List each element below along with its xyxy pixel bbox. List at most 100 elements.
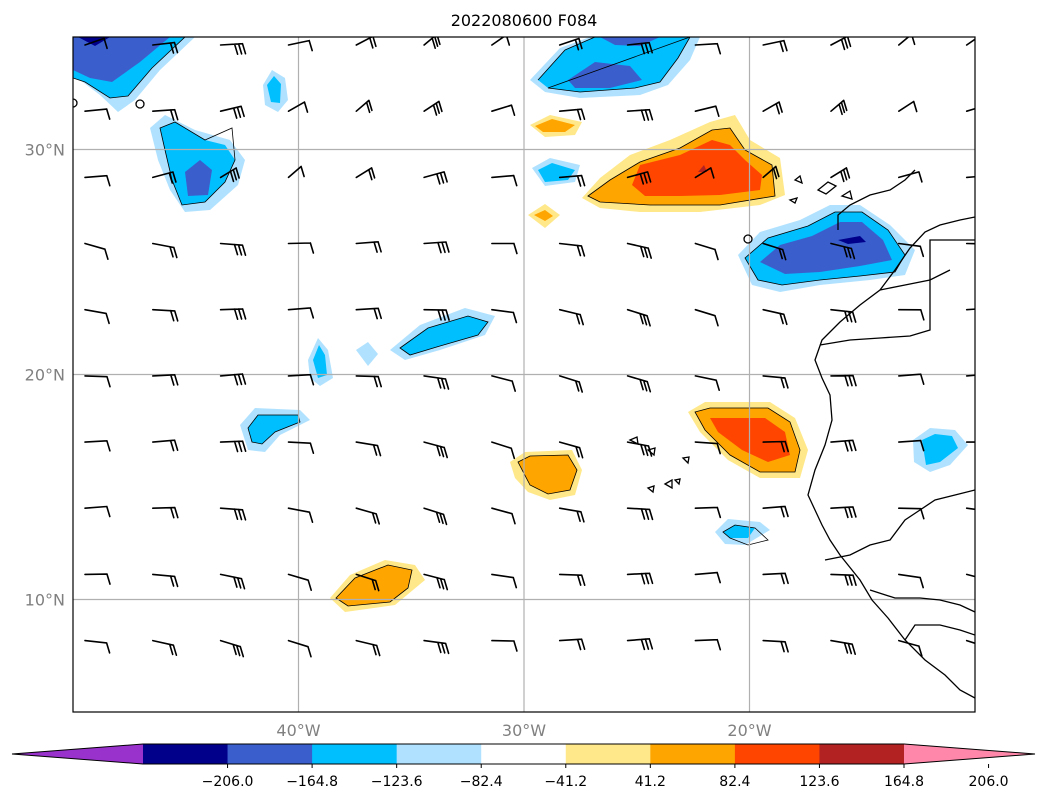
wind-barb	[491, 375, 516, 392]
wind-barb	[423, 639, 450, 655]
wind-barb	[152, 639, 178, 656]
wind-barb	[355, 441, 382, 457]
wind-barb	[84, 308, 110, 325]
wind-barb	[898, 100, 918, 113]
wind-barb	[287, 39, 313, 52]
wind-barb	[491, 639, 518, 652]
wind-barb	[84, 505, 111, 518]
wind-barb	[287, 307, 315, 319]
wind-barb	[830, 506, 857, 519]
wind-barb	[152, 108, 179, 121]
wind-barb	[355, 241, 382, 253]
wind-barb	[965, 639, 975, 645]
wind-barb	[558, 308, 584, 326]
wind-barb	[694, 638, 722, 651]
wind-barb	[694, 167, 715, 179]
coastlines	[73, 98, 975, 699]
wind-barb	[423, 507, 448, 526]
wind-barb	[694, 506, 722, 519]
colorbar-extend-min	[12, 744, 143, 764]
lat-tick-label: 10°N	[25, 591, 65, 610]
wind-barb	[355, 167, 376, 181]
wind-barb	[423, 37, 441, 49]
colorbar-segment	[650, 744, 736, 764]
wind-barb	[84, 573, 111, 585]
map-title: 2022080600 F084	[451, 11, 598, 30]
wind-barb	[965, 175, 975, 179]
wind-barb	[219, 440, 247, 453]
wind-barb	[152, 573, 179, 588]
wind-barb	[965, 107, 975, 112]
wind-barb	[152, 506, 179, 519]
wind-barb	[84, 174, 111, 187]
wind-barb	[423, 375, 450, 390]
wind-barb	[355, 37, 377, 49]
wind-barb	[152, 374, 179, 386]
wind-barb	[762, 440, 789, 453]
colorbar-segment	[143, 744, 229, 764]
wind-barb	[694, 42, 722, 55]
lon-tick-label: 30°W	[502, 721, 546, 740]
wind-barb	[423, 241, 450, 254]
wind-barb	[219, 167, 240, 183]
colorbar-tick-label: −82.4	[460, 774, 503, 790]
wind-barb	[626, 572, 654, 585]
wind-barb	[898, 373, 925, 385]
wind-barbs	[84, 37, 975, 658]
wind-barb	[84, 639, 111, 654]
wind-barb	[965, 308, 975, 311]
wind-barb	[830, 308, 857, 323]
wind-barb	[694, 375, 720, 391]
wind-barb	[84, 242, 109, 260]
wind-barb	[287, 507, 314, 523]
wind-barb	[152, 171, 177, 184]
wind-barb	[152, 41, 179, 54]
wind-barb	[965, 374, 975, 377]
wind-barb	[626, 638, 654, 651]
wind-barb	[694, 105, 720, 117]
wind-barb	[830, 167, 851, 183]
lat-tick-label: 30°N	[25, 141, 65, 160]
longitude-tick-labels: 40°W 30°W 20°W	[276, 721, 771, 740]
wind-barb	[830, 37, 852, 51]
map-frame	[72, 36, 976, 713]
wind-barb	[152, 242, 178, 259]
wind-barb	[84, 37, 108, 50]
colorbar-segment	[481, 744, 567, 764]
wind-barb	[830, 439, 857, 452]
wind-barb	[355, 99, 373, 114]
wind-barb	[558, 441, 584, 459]
colorbar-tick-label: −206.0	[202, 774, 254, 790]
wind-barb	[84, 375, 111, 388]
wind-barb	[694, 242, 719, 261]
wind-barb	[830, 242, 856, 260]
wind-barb	[762, 165, 780, 180]
wind-barb	[287, 639, 312, 658]
wind-barb	[965, 573, 975, 578]
colorbar-outline	[11, 743, 1036, 765]
wind-barb	[762, 308, 788, 326]
wind-barb	[287, 373, 315, 386]
colorbar-tick-label: 41.2	[635, 774, 666, 790]
colorbar-segment	[734, 744, 820, 764]
wind-barb	[355, 639, 381, 657]
wind-barb	[762, 39, 788, 53]
wind-barb	[355, 375, 382, 388]
wind-barb	[626, 41, 653, 55]
wind-barb	[762, 505, 789, 518]
colorbar-segment	[312, 744, 398, 764]
latitude-tick-labels: 30°N 20°N 10°N	[25, 141, 65, 610]
wind-barb	[762, 572, 789, 585]
wind-barb	[558, 37, 583, 51]
wind-barb	[965, 242, 975, 245]
wind-barb	[626, 242, 652, 259]
wind-barb	[762, 375, 789, 389]
wind-barb	[152, 439, 179, 452]
wind-barb	[965, 38, 975, 46]
wind-barb	[287, 242, 315, 254]
wind-barb	[830, 374, 857, 387]
wind-barb	[830, 639, 856, 655]
wind-barb	[287, 573, 312, 591]
wind-barb	[965, 507, 975, 511]
wind-barb	[423, 441, 448, 459]
